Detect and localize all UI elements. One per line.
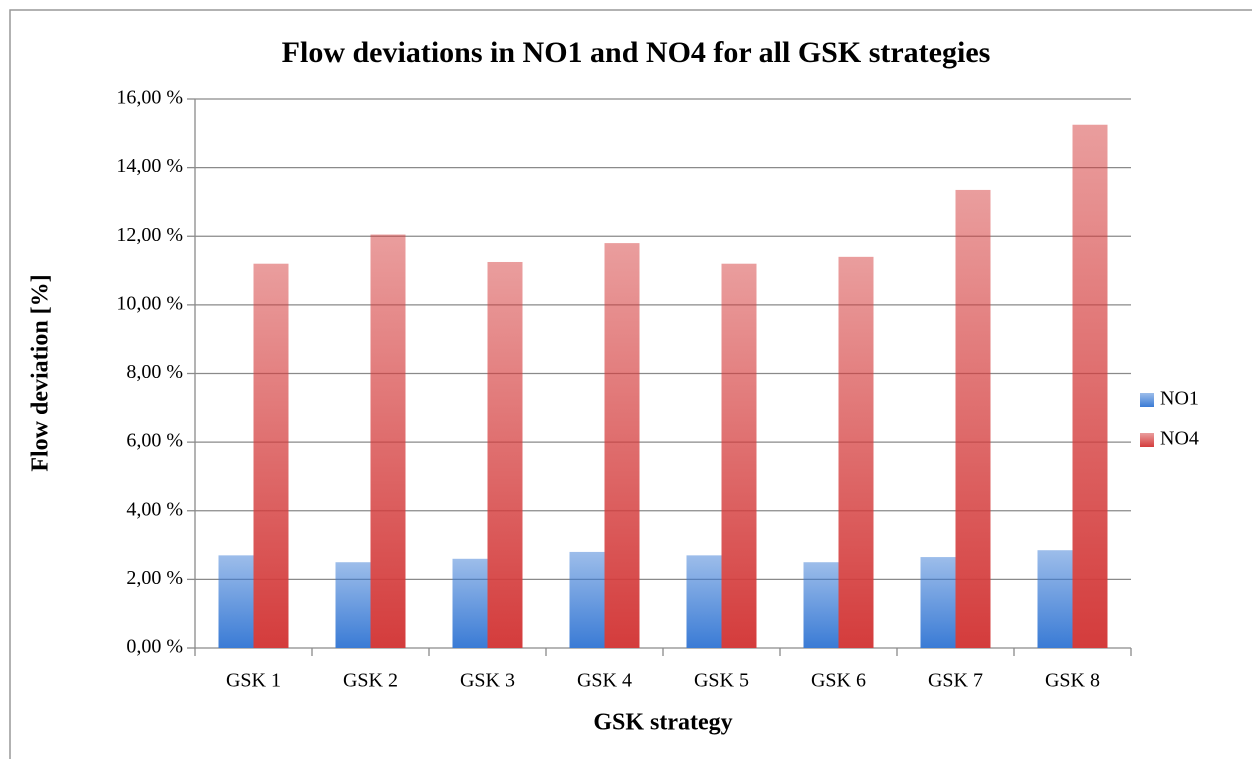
- x-tick-label: GSK 2: [343, 670, 398, 692]
- legend-label: NO1: [1160, 388, 1199, 410]
- y-tick-label: 6,00 %: [126, 430, 183, 452]
- chart-title: Flow deviations in NO1 and NO4 for all G…: [282, 36, 991, 69]
- chart-frame: [9, 9, 1252, 759]
- y-tick-label: 2,00 %: [126, 567, 183, 589]
- x-tick-label: GSK 1: [226, 670, 281, 692]
- bar: [487, 261, 523, 648]
- x-tick-label: GSK 8: [1045, 670, 1100, 692]
- bar: [955, 189, 991, 648]
- x-tick-label: GSK 6: [811, 670, 866, 692]
- legend-swatch: [1140, 433, 1154, 447]
- x-axis-label: GSK strategy: [593, 710, 732, 736]
- bar: [218, 555, 254, 648]
- y-axis-label: Flow deviation [%]: [28, 274, 54, 471]
- y-tick-label: 12,00 %: [116, 224, 183, 246]
- x-tick-label: GSK 3: [460, 670, 515, 692]
- y-tick-label: 8,00 %: [126, 361, 183, 383]
- y-tick-label: 10,00 %: [116, 292, 183, 314]
- bar: [721, 263, 757, 648]
- legend-swatch: [1140, 393, 1154, 407]
- bar: [370, 234, 406, 649]
- x-tick-label: GSK 5: [694, 670, 749, 692]
- bar: [253, 263, 289, 648]
- y-tick-label: 14,00 %: [116, 155, 183, 177]
- bar: [604, 243, 640, 649]
- bar: [803, 562, 839, 648]
- y-tick-label: 16,00 %: [116, 87, 183, 109]
- bar: [920, 557, 956, 648]
- y-tick-label: 0,00 %: [126, 636, 183, 658]
- bar: [452, 558, 488, 648]
- x-tick-label: GSK 4: [577, 670, 632, 692]
- bar: [1037, 550, 1073, 648]
- bar: [335, 562, 371, 648]
- legend-label: NO4: [1160, 428, 1199, 450]
- y-tick-label: 4,00 %: [126, 498, 183, 520]
- bar: [569, 551, 605, 648]
- bar: [1072, 124, 1108, 648]
- bar: [686, 555, 722, 648]
- bar: [838, 256, 874, 648]
- x-tick-label: GSK 7: [928, 670, 983, 692]
